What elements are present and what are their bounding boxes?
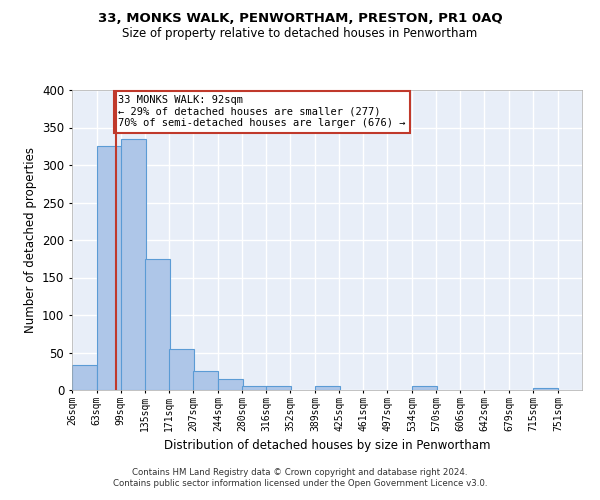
Bar [145,259,170,390]
Bar [218,379,242,390]
Text: 33, MONKS WALK, PENWORTHAM, PRESTON, PR1 0AQ: 33, MONKS WALK, PENWORTHAM, PRESTON, PR1… [98,12,502,26]
Bar [72,365,97,390]
X-axis label: Distribution of detached houses by size in Penwortham: Distribution of detached houses by size … [164,439,490,452]
Text: 33 MONKS WALK: 92sqm
← 29% of detached houses are smaller (277)
70% of semi-deta: 33 MONKS WALK: 92sqm ← 29% of detached h… [118,95,406,128]
Bar [412,386,437,390]
Bar [169,349,194,390]
Bar [193,371,218,390]
Y-axis label: Number of detached properties: Number of detached properties [23,147,37,333]
Text: Size of property relative to detached houses in Penwortham: Size of property relative to detached ho… [122,28,478,40]
Bar [97,146,122,390]
Text: Contains HM Land Registry data © Crown copyright and database right 2024.
Contai: Contains HM Land Registry data © Crown c… [113,468,487,487]
Bar [242,386,267,390]
Bar [315,386,340,390]
Bar [266,386,291,390]
Bar [533,388,558,390]
Bar [121,138,146,390]
